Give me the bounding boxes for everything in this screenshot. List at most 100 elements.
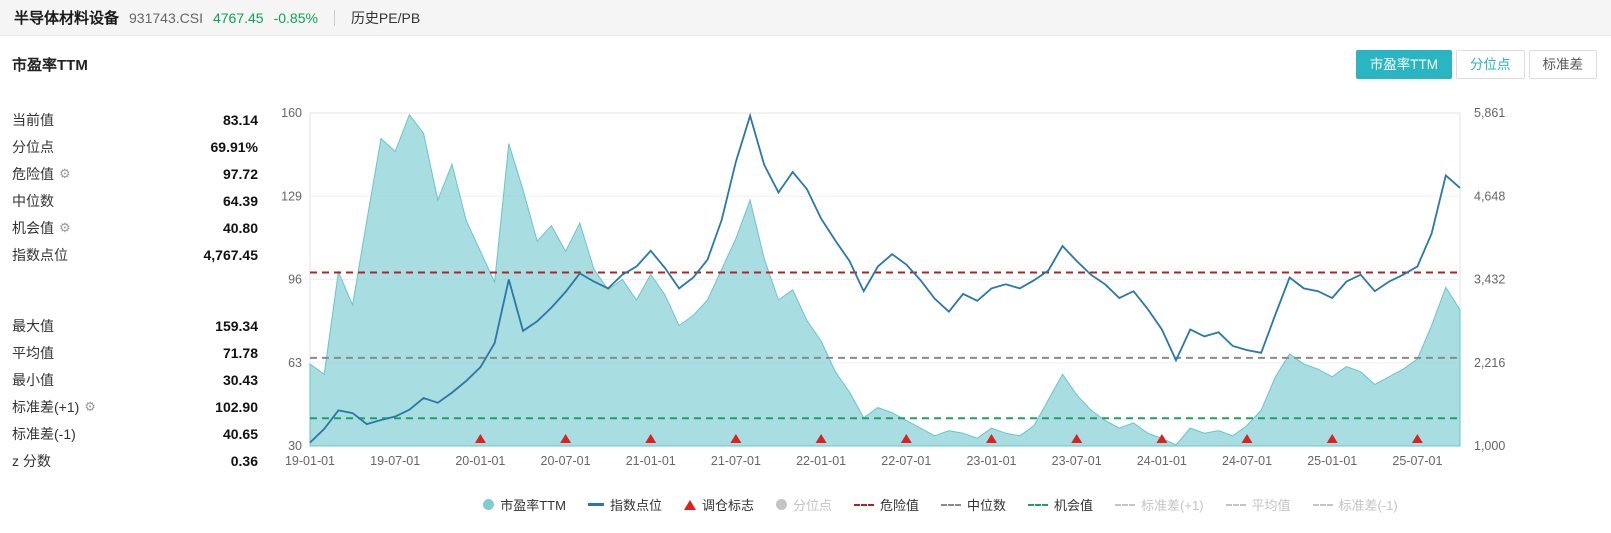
stat-value-std-minus1: 40.65 — [222, 425, 258, 442]
x-axis-tick: 21-01-01 — [626, 454, 676, 468]
rebalance-marker-icon[interactable] — [474, 434, 486, 443]
stat-value-max-value: 159.34 — [215, 317, 258, 334]
stat-label-std-minus1: 标准差(-1) — [12, 424, 76, 444]
tab-pe-ttm[interactable]: 市盈率TTM — [1355, 50, 1452, 79]
legend-label: 标准差(-1) — [1338, 498, 1398, 513]
rebalance-marker-icon[interactable] — [1156, 434, 1168, 443]
stat-value-median: 64.39 — [222, 192, 258, 209]
stat-row-median: 中位数 64.39 — [12, 187, 258, 214]
legend-item-std-plus1[interactable]: 标准差(+1) — [1115, 495, 1204, 514]
header-bar: 半导体材料设备 931743.CSI 4767.45 -0.85% 历史PE/P… — [0, 0, 1611, 36]
chance-value-dash-icon — [1028, 503, 1049, 506]
main-content: 当前值 83.14 分位点 69.91% 危险值 ⚙ 97.72 中位数 64.39 机会值 ⚙ 40… — [0, 88, 1611, 514]
stat-group: 当前值 83.14 分位点 69.91% 危险值 ⚙ 97.72 中位数 64.39 机会值 ⚙ 40… — [12, 106, 258, 268]
legend-item-percentile[interactable]: 分位点 — [775, 495, 832, 514]
pe-ttm-area-series[interactable] — [309, 113, 1461, 447]
left-axis-tick: 96 — [288, 273, 302, 287]
tab-std-dev[interactable]: 标准差 — [1528, 50, 1597, 79]
legend-item-pe-ttm[interactable]: 市盈率TTM — [483, 495, 566, 514]
stat-label-text: 指数点位 — [12, 246, 68, 263]
tab-percentile[interactable]: 分位点 — [1456, 50, 1525, 79]
nav-history-pepb[interactable]: 历史PE/PB — [350, 9, 421, 26]
pe-history-chart[interactable]: 160 129 96 63 30 5,861 4,648 3,432 2,216 1,000 19-… — [270, 88, 1590, 478]
gear-icon[interactable]: ⚙ — [59, 165, 71, 181]
rebalance-marker-icon[interactable] — [1071, 434, 1083, 443]
stat-label-mean-value: 平均值 — [12, 343, 54, 363]
stat-label-text: 危险值 — [12, 165, 54, 182]
stat-label-std-plus1: 标准差(+1) ⚙ — [12, 397, 96, 417]
legend-label: 中位数 — [967, 498, 1007, 513]
left-axis-tick: 129 — [281, 189, 302, 203]
rebalance-marker-icon[interactable] — [1241, 434, 1253, 443]
std-plus1-dash-icon — [1115, 503, 1136, 506]
stat-label-z-score: z 分数 — [12, 451, 51, 471]
rebalance-marker-icon[interactable] — [730, 434, 742, 443]
legend-label: 机会值 — [1054, 498, 1094, 513]
x-axis-tick: 20-01-01 — [455, 454, 505, 468]
rebalance-marker-icon[interactable] — [1411, 434, 1423, 443]
stat-label-text: 最大值 — [12, 317, 54, 334]
rebalance-marker-icon[interactable] — [815, 434, 827, 443]
stat-row-z-score: z 分数 0.36 — [12, 447, 258, 474]
stat-row-std-minus1: 标准差(-1) 40.65 — [12, 420, 258, 447]
stat-label-text: 平均值 — [12, 344, 54, 361]
stat-value-min-value: 30.43 — [222, 371, 258, 388]
legend-item-danger-value[interactable]: 危险值 — [854, 495, 919, 514]
x-axis-tick: 24-01-01 — [1137, 454, 1187, 468]
stat-value-current-value: 83.14 — [222, 111, 258, 128]
header-divider — [333, 9, 335, 26]
left-axis-tick: 30 — [288, 439, 302, 453]
x-axis-tick: 24-07-01 — [1222, 454, 1272, 468]
legend-item-chance-value[interactable]: 机会值 — [1028, 495, 1093, 514]
x-axis-tick: 21-07-01 — [711, 454, 761, 468]
stat-label-min-value: 最小值 — [12, 370, 54, 390]
rebalance-marker-icon[interactable] — [1326, 434, 1338, 443]
stat-label-text: 中位数 — [12, 192, 54, 209]
legend-item-std-minus1[interactable]: 标准差(-1) — [1312, 495, 1398, 514]
legend-label: 危险值 — [880, 498, 920, 513]
legend-item-median[interactable]: 中位数 — [941, 495, 1006, 514]
rebalance-marker-icon[interactable] — [645, 434, 657, 443]
rebalance-marker-icon[interactable] — [560, 434, 572, 443]
stat-label-text: 分位点 — [12, 138, 54, 155]
x-axis-tick: 23-07-01 — [1052, 454, 1102, 468]
x-axis-tick: 25-01-01 — [1307, 454, 1357, 468]
danger-value-dash-icon — [854, 503, 874, 506]
stat-row-index-level: 指数点位 4,767.45 — [12, 241, 258, 268]
x-axis-tick: 19-07-01 — [370, 454, 420, 468]
rebalance-flag-triangle-icon — [683, 499, 696, 510]
stat-row-percentile: 分位点 69.91% — [12, 133, 258, 160]
stat-label-text: 标准差(-1) — [12, 425, 76, 442]
legend-item-index-level[interactable]: 指数点位 — [587, 495, 662, 514]
stat-value-z-score: 0.36 — [230, 452, 258, 469]
gear-icon[interactable]: ⚙ — [84, 398, 96, 414]
index-change: -0.85% — [273, 9, 318, 26]
legend-label: 标准差(+1) — [1141, 498, 1204, 513]
chart-legend: 市盈率TTM 指数点位 调仓标志 分位点 危险值 中位数 机会值 标准差(+1) 平均值 标准差(… — [270, 495, 1611, 514]
legend-item-mean-value[interactable]: 平均值 — [1225, 495, 1291, 514]
legend-label: 指数点位 — [609, 498, 662, 513]
x-axis-tick: 19-01-01 — [285, 454, 335, 468]
section-title: 市盈率TTM — [12, 57, 88, 74]
right-axis-tick: 1,000 — [1474, 439, 1505, 453]
gear-icon[interactable]: ⚙ — [59, 219, 71, 235]
rebalance-marker-icon[interactable] — [986, 434, 997, 443]
stat-value-std-plus1: 102.90 — [215, 398, 258, 415]
stat-row-danger-value: 危险值 ⚙ 97.72 — [12, 160, 258, 187]
stat-label-text: 当前值 — [12, 111, 54, 128]
index-level-line-icon — [587, 503, 604, 506]
legend-label: 分位点 — [792, 498, 832, 513]
stat-label-danger-value: 危险值 ⚙ — [12, 164, 71, 184]
stat-value-percentile: 69.91% — [210, 138, 258, 155]
rebalance-marker-icon[interactable] — [900, 434, 912, 443]
median-dash-icon — [941, 503, 962, 506]
stat-row-min-value: 最小值 30.43 — [12, 366, 258, 393]
percentile-circle-icon — [775, 499, 787, 510]
stat-label-median: 中位数 — [12, 191, 54, 211]
index-level-line-series[interactable] — [309, 112, 1461, 444]
stat-label-text: z 分数 — [12, 452, 51, 469]
x-axis-tick: 25-07-01 — [1392, 454, 1442, 468]
legend-item-rebalance-flag[interactable]: 调仓标志 — [683, 495, 754, 514]
stat-row-chance-value: 机会值 ⚙ 40.80 — [12, 214, 258, 241]
stat-value-danger-value: 97.72 — [222, 165, 258, 182]
